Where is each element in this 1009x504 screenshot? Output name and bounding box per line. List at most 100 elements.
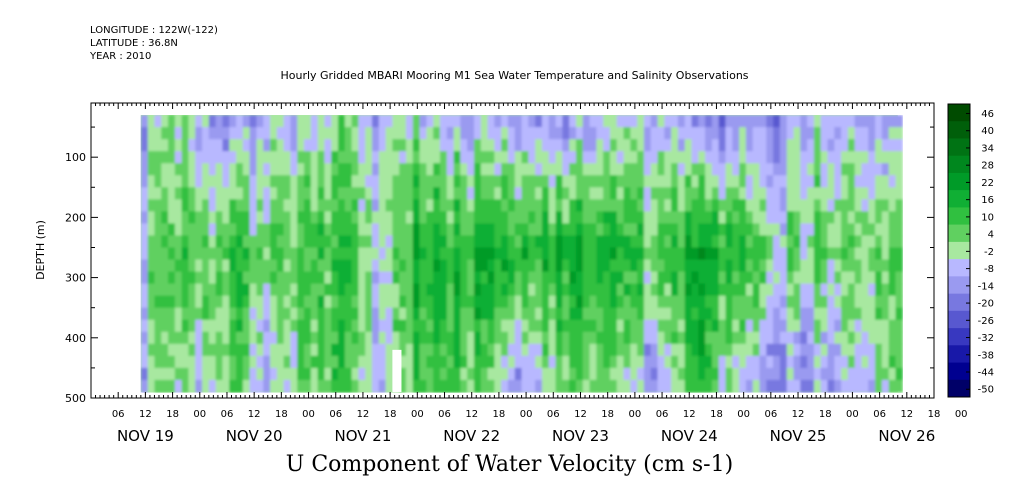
heatmap-cell bbox=[283, 187, 292, 200]
heatmap-cell bbox=[820, 307, 829, 321]
heatmap-cell bbox=[338, 115, 346, 128]
heatmap-cell bbox=[888, 187, 897, 200]
heatmap-cell bbox=[487, 187, 495, 200]
heatmap-cell bbox=[575, 187, 584, 200]
heatmap-cell bbox=[773, 163, 781, 176]
heatmap-cell bbox=[555, 355, 563, 369]
heatmap-cell bbox=[582, 175, 591, 188]
heatmap-cell bbox=[467, 151, 475, 164]
heatmap-cell bbox=[854, 259, 863, 273]
heatmap-cell bbox=[582, 151, 591, 164]
heatmap-cell bbox=[582, 139, 591, 152]
heatmap-cell bbox=[677, 259, 686, 273]
heatmap-cell bbox=[208, 307, 217, 321]
colorbar-label: 28 bbox=[981, 161, 994, 172]
heatmap-cell bbox=[834, 199, 842, 212]
heatmap-cell bbox=[249, 307, 258, 321]
heatmap-cell bbox=[895, 283, 903, 297]
heatmap-cell bbox=[181, 355, 190, 369]
heatmap-cell bbox=[650, 271, 659, 285]
heatmap-cell bbox=[800, 187, 808, 200]
heatmap-cell bbox=[827, 223, 835, 237]
heatmap-cell bbox=[453, 235, 461, 249]
heatmap-cell bbox=[283, 175, 292, 188]
heatmap-cell bbox=[317, 247, 326, 261]
heatmap-cell bbox=[514, 259, 523, 273]
heatmap-cell bbox=[807, 247, 815, 261]
heatmap-cell bbox=[793, 139, 801, 152]
heatmap-cell bbox=[528, 379, 536, 393]
colorbar-label: 46 bbox=[981, 109, 994, 120]
heatmap-cell bbox=[623, 283, 631, 297]
heatmap-cell bbox=[841, 271, 849, 285]
heatmap-cell bbox=[276, 379, 285, 393]
heatmap-cell bbox=[195, 235, 203, 249]
heatmap-cell bbox=[623, 295, 631, 309]
heatmap-cell bbox=[868, 163, 876, 176]
heatmap-cell bbox=[766, 115, 774, 128]
heatmap-cell bbox=[317, 295, 326, 309]
colorbar-label: 10 bbox=[981, 212, 994, 223]
heatmap-cell bbox=[473, 223, 482, 237]
heatmap-cell bbox=[569, 307, 577, 321]
heatmap-cell bbox=[378, 175, 387, 188]
colorbar-swatch bbox=[948, 328, 970, 346]
heatmap-cell bbox=[453, 211, 461, 225]
heatmap-cell bbox=[582, 223, 591, 237]
heatmap-cell bbox=[147, 235, 156, 249]
heatmap-cell bbox=[140, 115, 149, 128]
heatmap-cell bbox=[609, 331, 618, 345]
heatmap-cell bbox=[480, 127, 489, 140]
heatmap-cell bbox=[657, 259, 665, 273]
heatmap-cell bbox=[188, 343, 196, 357]
heatmap-cell bbox=[535, 163, 543, 176]
heatmap-cell bbox=[507, 259, 516, 273]
heatmap-cell bbox=[752, 223, 761, 237]
heatmap-cell bbox=[732, 163, 740, 176]
heatmap-cell bbox=[623, 199, 631, 212]
heatmap-cell bbox=[725, 319, 733, 333]
heatmap-cell bbox=[385, 367, 393, 381]
heatmap-cell bbox=[501, 295, 509, 309]
heatmap-cell bbox=[841, 283, 849, 297]
y-axis-label: DEPTH (m) bbox=[34, 220, 47, 280]
heatmap-cell bbox=[324, 367, 332, 381]
heatmap-cell bbox=[412, 139, 421, 152]
heatmap-cell bbox=[290, 127, 298, 140]
heatmap-cell bbox=[739, 247, 747, 261]
heatmap-cell bbox=[290, 223, 298, 237]
heatmap-cell bbox=[881, 175, 890, 188]
heatmap-cell bbox=[378, 343, 387, 357]
heatmap-cell bbox=[895, 151, 903, 164]
heatmap-cell bbox=[453, 259, 461, 273]
heatmap-cell bbox=[630, 187, 638, 200]
heatmap-cell bbox=[575, 127, 584, 140]
heatmap-cell bbox=[596, 343, 604, 357]
heatmap-cell bbox=[773, 211, 781, 225]
heatmap-cell bbox=[541, 367, 550, 381]
heatmap-cell bbox=[487, 283, 495, 297]
heatmap-cell bbox=[596, 283, 604, 297]
heatmap-cell bbox=[813, 331, 822, 345]
heatmap-cell bbox=[888, 295, 897, 309]
heatmap-cell bbox=[304, 151, 312, 164]
heatmap-cell bbox=[847, 355, 856, 369]
heatmap-cell bbox=[637, 187, 645, 200]
heatmap-cell bbox=[705, 367, 713, 381]
heatmap-cell bbox=[820, 355, 829, 369]
heatmap-cell bbox=[154, 223, 162, 237]
heatmap-cell bbox=[501, 343, 509, 357]
heatmap-cell bbox=[433, 319, 441, 333]
heatmap-cell bbox=[161, 283, 169, 297]
heatmap-cell bbox=[779, 199, 788, 212]
heatmap-cell bbox=[691, 223, 699, 237]
heatmap-cell bbox=[331, 163, 339, 176]
heatmap-cell bbox=[487, 367, 495, 381]
heatmap-cell bbox=[290, 283, 298, 297]
heatmap-cell bbox=[875, 307, 883, 321]
heatmap-cell bbox=[521, 199, 529, 212]
heatmap-cell bbox=[365, 247, 373, 261]
heatmap-cell bbox=[310, 355, 319, 369]
heatmap-cell bbox=[528, 151, 536, 164]
heatmap-cell bbox=[446, 331, 455, 345]
